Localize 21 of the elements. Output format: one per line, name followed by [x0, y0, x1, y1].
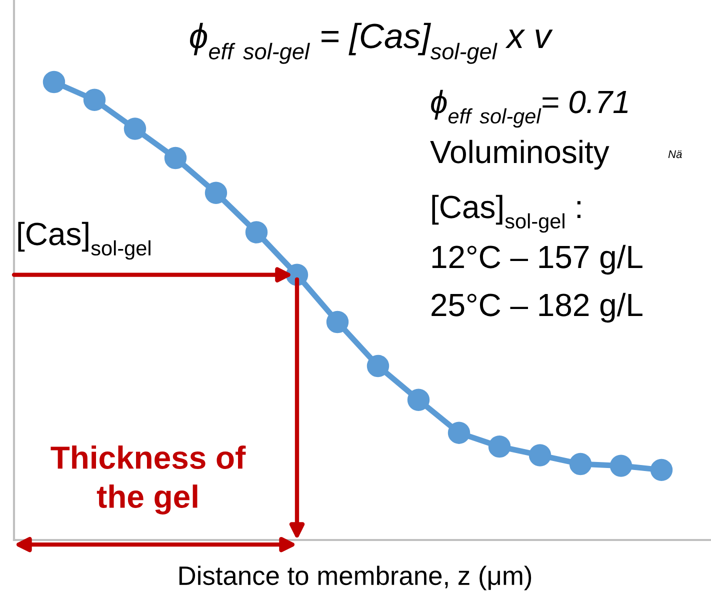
point	[528, 444, 552, 466]
annotation: 25°C – 182 g/L	[432, 292, 642, 323]
point	[448, 422, 470, 444]
point	[204, 182, 228, 204]
point	[124, 118, 146, 140]
point	[245, 221, 268, 244]
annotation: Voluminosity	[430, 140, 610, 170]
point	[164, 146, 187, 170]
annotation: Thickness of the gel	[50, 446, 246, 514]
point	[366, 354, 390, 378]
point	[326, 310, 349, 334]
point	[610, 454, 632, 477]
point	[650, 458, 673, 482]
point	[407, 388, 430, 411]
point	[569, 452, 592, 476]
annotation: Nä	[668, 150, 682, 158]
point	[83, 88, 106, 111]
point	[488, 435, 511, 458]
x-axis-title: Distance to membrane, z (μm)	[179, 566, 532, 590]
annotation: 12°C – 157 g/L	[432, 244, 642, 275]
point	[42, 70, 66, 94]
